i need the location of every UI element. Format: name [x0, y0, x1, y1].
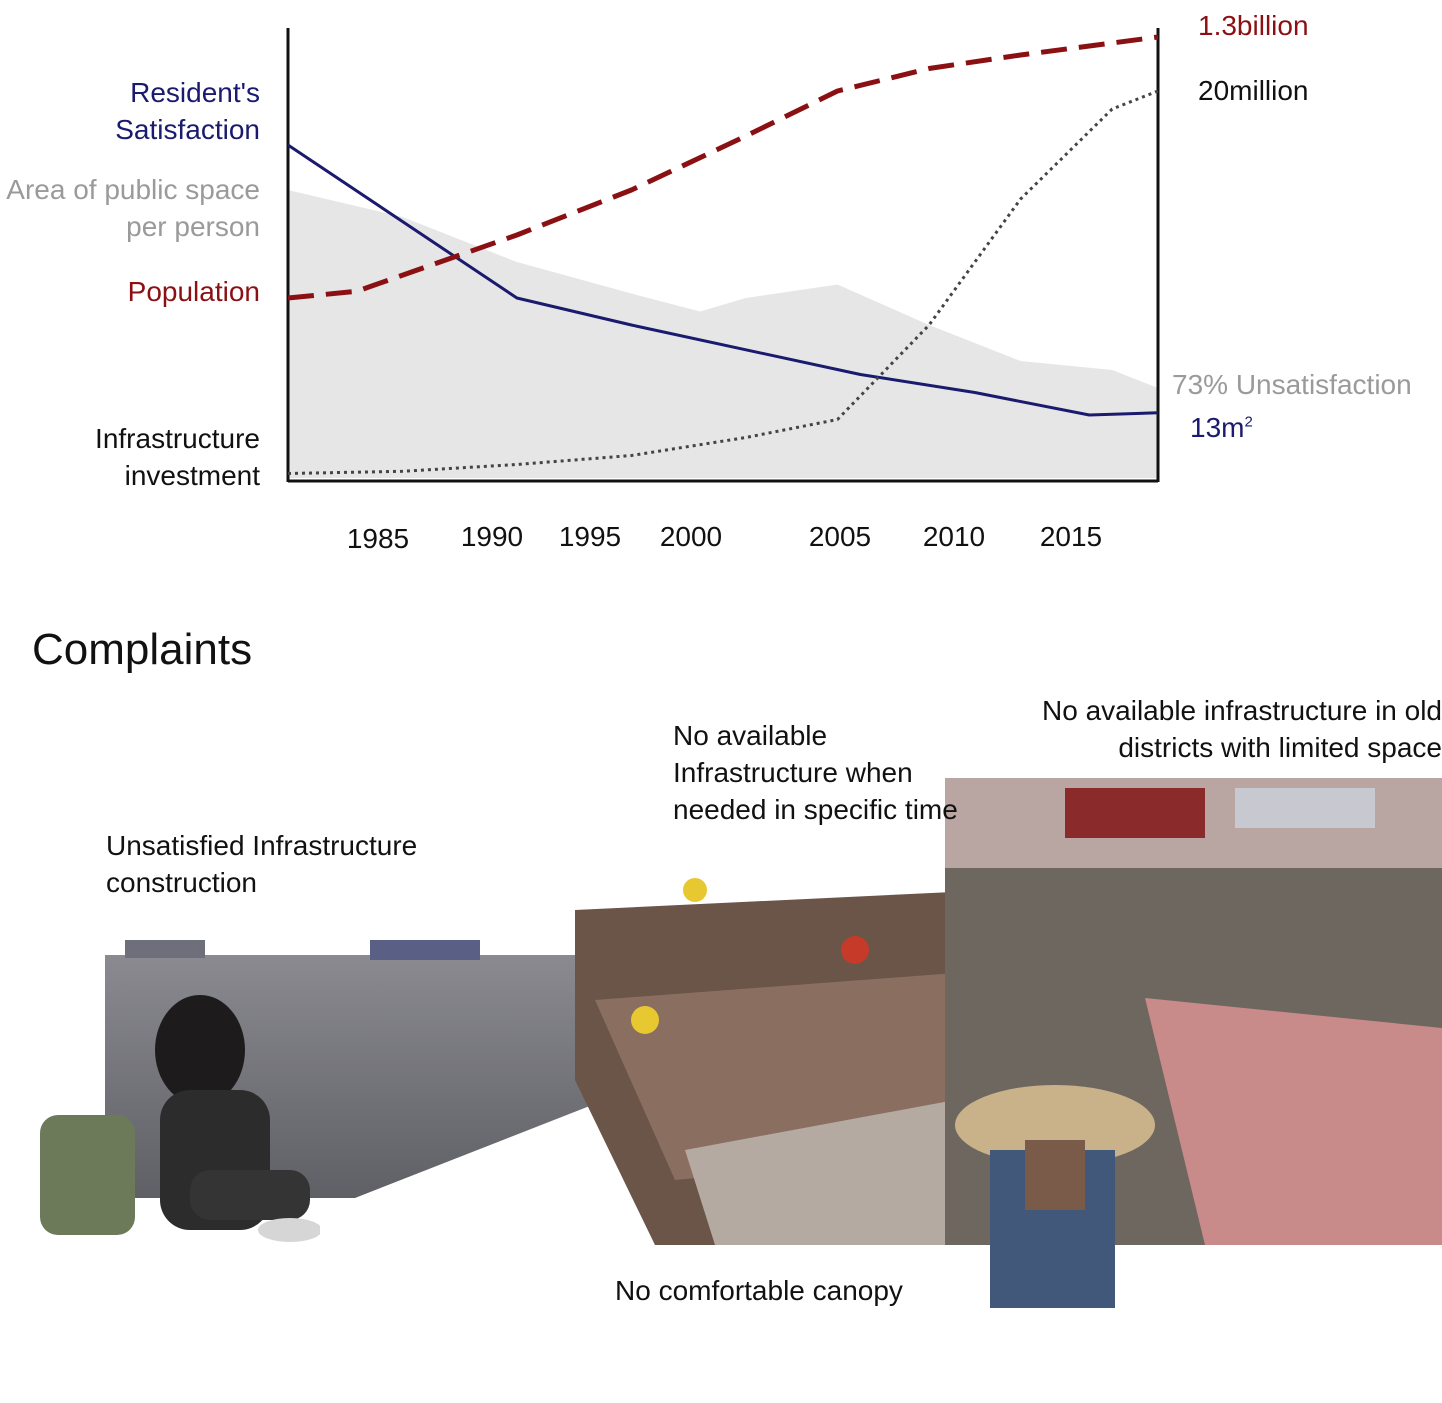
end-label-area: 73% Unsatisfaction	[1172, 369, 1412, 400]
complaints-title: Complaints	[32, 625, 253, 674]
x-tick-label: 2010	[923, 521, 985, 552]
end-label-infrastructure: 20million	[1198, 75, 1309, 106]
end-label-population: 1.3billion	[1198, 10, 1309, 41]
series-area-public-space	[288, 190, 1158, 478]
photo-woman	[40, 990, 320, 1308]
note-construction: Unsatisfied Infrastructure construction	[106, 830, 418, 898]
photo-hat-man	[950, 1070, 1155, 1308]
series-line-satisfaction	[287, 143, 1159, 417]
series-line-population	[287, 34, 1159, 301]
end-label-satisfaction-text: 13m	[1190, 412, 1245, 443]
label-population: Population	[127, 276, 260, 307]
x-tick-label: 2000	[660, 521, 722, 552]
x-tick-label: 2005	[809, 521, 871, 552]
x-tick-label: 1985	[347, 523, 409, 554]
hat-man-illustration	[955, 1085, 1155, 1308]
label-area: Area of public space per person	[6, 174, 260, 242]
end-label-satisfaction-sup: 2	[1244, 413, 1253, 431]
x-tick-label: 1995	[559, 521, 621, 552]
label-infrastructure: Infrastructure investment	[95, 423, 260, 491]
end-label-satisfaction: 13m2	[1190, 409, 1253, 446]
x-tick-label: 1990	[461, 521, 523, 552]
woman-illustration	[40, 995, 320, 1242]
x-tick-label: 2015	[1040, 521, 1102, 552]
chart: 1985 1990 1995 2000 2005 2010 2015	[286, 28, 1160, 554]
series-line-infrastructure	[287, 89, 1159, 475]
note-specific-time: No available Infrastructure when needed …	[673, 720, 958, 825]
workers-illustration	[575, 878, 995, 1245]
photo-workers	[535, 850, 995, 1245]
label-satisfaction: Resident's Satisfaction	[115, 77, 260, 145]
note-old-districts: No available infrastructure in old distr…	[1042, 695, 1442, 763]
note-canopy: No comfortable canopy	[615, 1275, 903, 1306]
